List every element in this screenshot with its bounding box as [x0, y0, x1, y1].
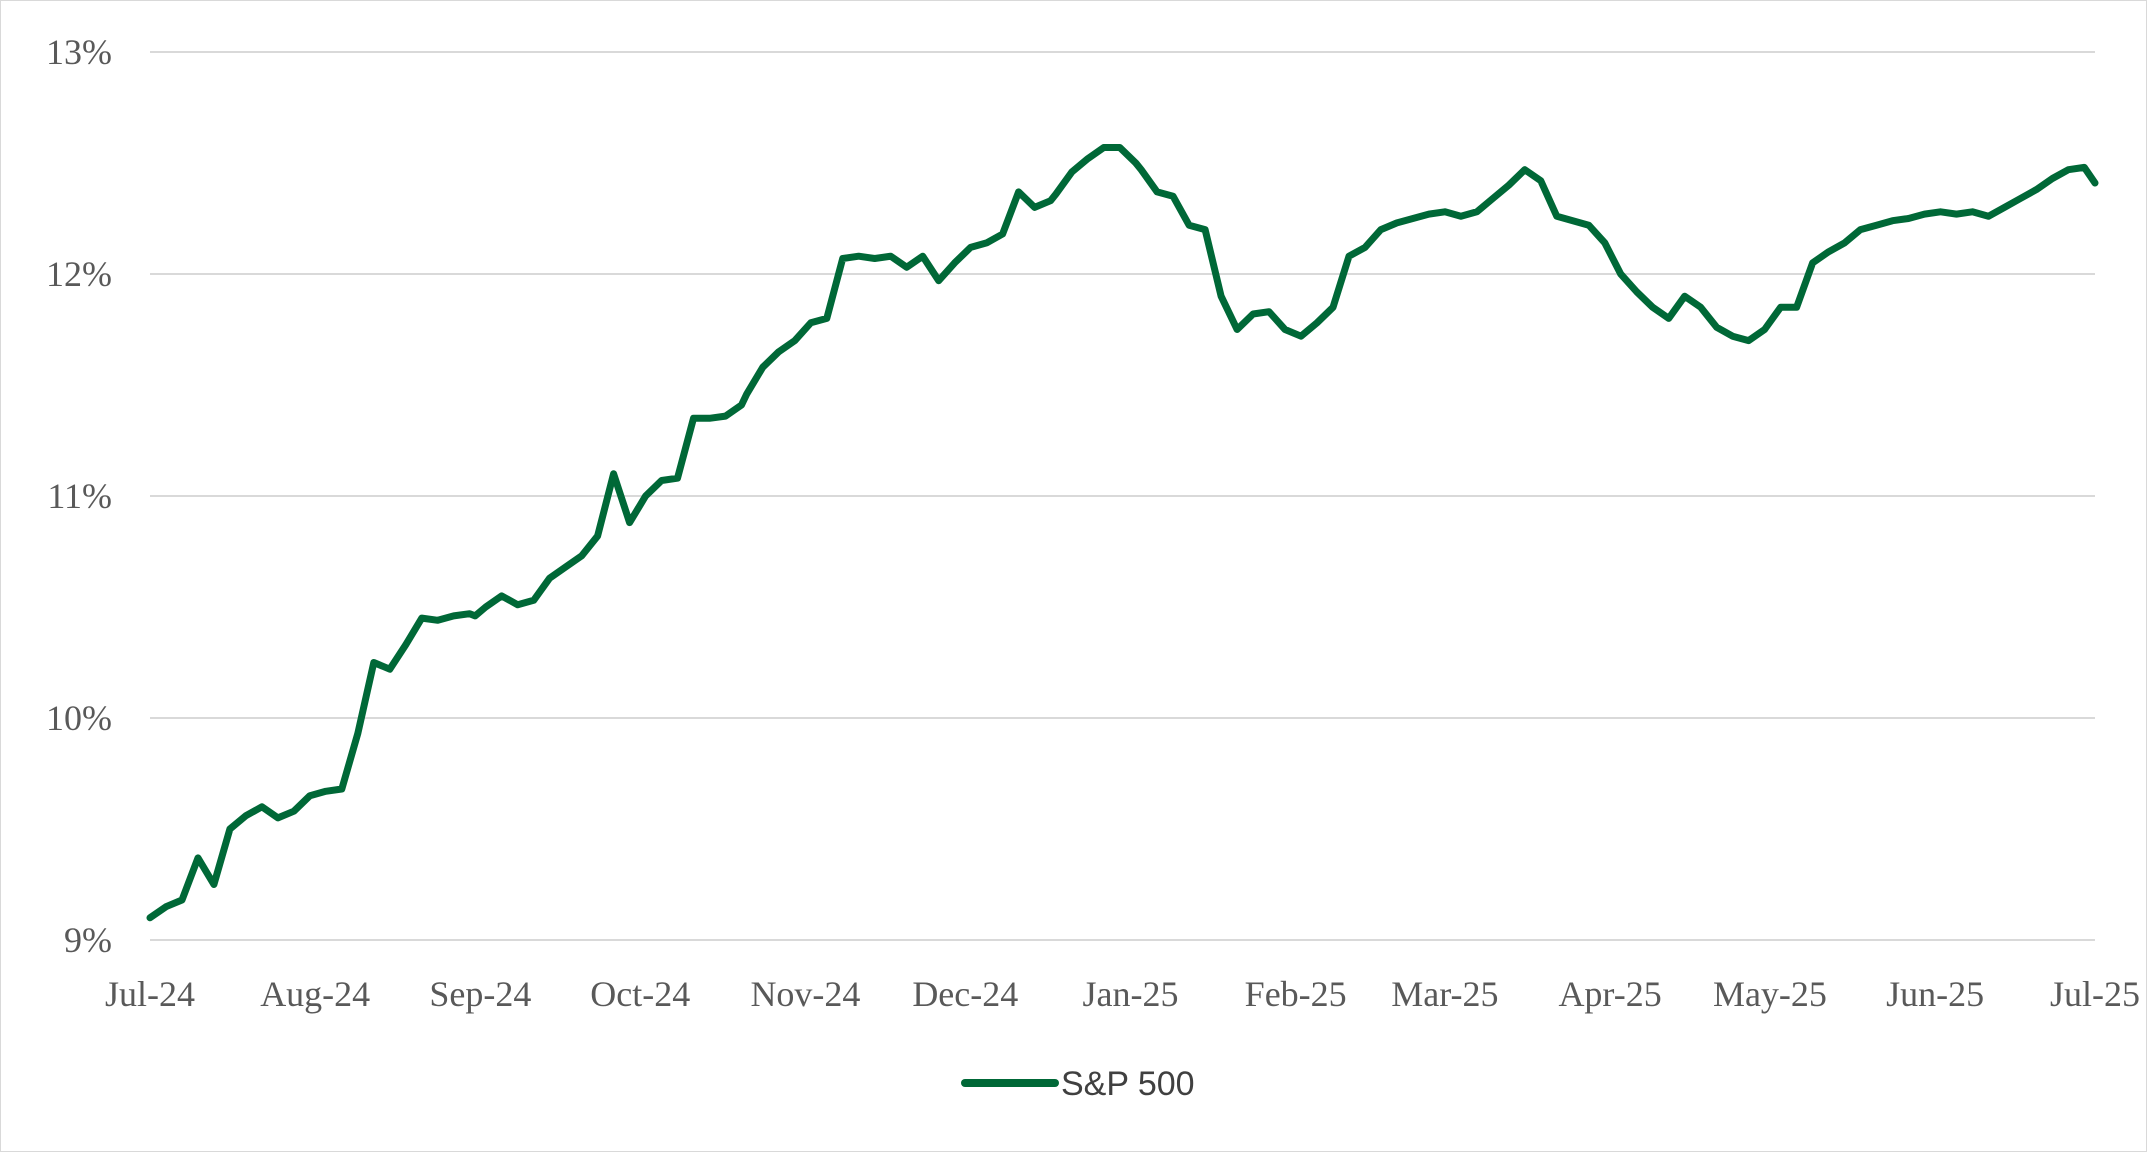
x-tick-label: May-25: [1713, 974, 1827, 1014]
x-axis-tick-labels: Jul-24 Aug-24 Sep-24 Oct-24 Nov-24 Dec-24 Jan-…: [105, 974, 2140, 1014]
y-tick-label: 9%: [64, 920, 112, 960]
series-lines: [146, 144, 2099, 922]
y-tick-label: 11%: [47, 476, 112, 516]
y-tick-label: 12%: [46, 254, 112, 294]
x-tick-label: Jan-25: [1083, 974, 1179, 1014]
x-tick-label: Mar-25: [1391, 974, 1498, 1014]
y-tick-label: 10%: [46, 698, 112, 738]
x-tick-label: Nov-24: [750, 974, 860, 1014]
legend-label: S&P 500: [1061, 1065, 1195, 1103]
x-tick-label: Sep-24: [429, 974, 531, 1014]
y-tick-label: 13%: [46, 32, 112, 72]
legend: S&P 500: [961, 1065, 1195, 1103]
x-tick-label: Dec-24: [912, 974, 1018, 1014]
x-tick-label: Jul-24: [105, 974, 195, 1014]
gridlines: [150, 51, 2095, 941]
x-tick-label: Oct-24: [590, 974, 690, 1014]
y-axis-tick-labels: 9% 10% 11% 12% 13%: [46, 32, 112, 960]
x-tick-label: Aug-24: [260, 974, 370, 1014]
x-tick-label: Jul-25: [2050, 974, 2140, 1014]
x-tick-label: Jun-25: [1886, 974, 1984, 1014]
series-line-sp500: [146, 144, 2099, 922]
x-tick-label: Apr-25: [1558, 974, 1661, 1014]
x-tick-label: Feb-25: [1245, 974, 1347, 1014]
